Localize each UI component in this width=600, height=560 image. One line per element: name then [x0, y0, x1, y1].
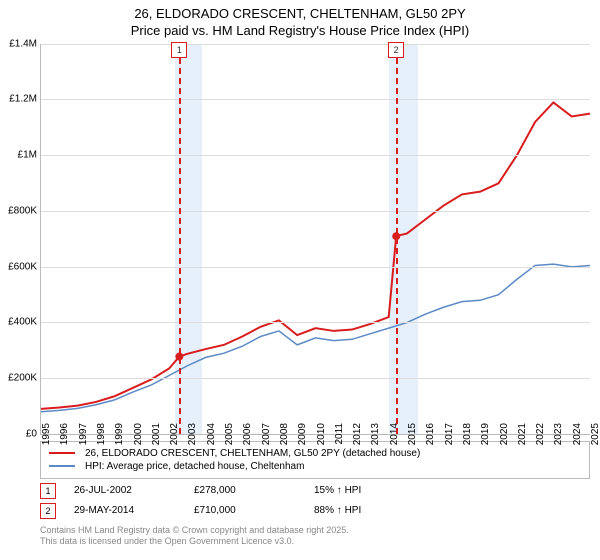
x-axis-label: 2008: [279, 423, 290, 453]
x-axis-label: 2013: [370, 423, 381, 453]
chart-title: 26, ELDORADO CRESCENT, CHELTENHAM, GL50 …: [0, 0, 600, 44]
x-axis-label: 2001: [151, 423, 162, 453]
chart-area: £0£200K£400K£600K£800K£1M£1.2M£1.4M19951…: [40, 44, 590, 435]
title-line1: 26, ELDORADO CRESCENT, CHELTENHAM, GL50 …: [134, 6, 465, 21]
x-axis-label: 1998: [96, 423, 107, 453]
series-hpi: [41, 264, 590, 412]
transaction-date: 29-MAY-2014: [74, 505, 194, 516]
transaction-date: 26-JUL-2002: [74, 485, 194, 496]
x-axis-label: 2005: [224, 423, 235, 453]
sale-marker-line: [179, 58, 181, 434]
gridline: [41, 44, 590, 45]
x-axis-label: 1997: [78, 423, 89, 453]
transaction-delta: 88% ↑ HPI: [314, 505, 434, 516]
sale-marker-line: [396, 58, 398, 434]
y-axis-label: £800K: [1, 205, 37, 216]
x-axis-label: 2019: [480, 423, 491, 453]
y-axis-label: £0: [1, 428, 37, 439]
legend-row: HPI: Average price, detached house, Chel…: [49, 461, 581, 472]
gridline: [41, 267, 590, 268]
x-axis-label: 2020: [499, 423, 510, 453]
x-axis-label: 1999: [114, 423, 125, 453]
x-axis-label: 2009: [297, 423, 308, 453]
footer-line1: Contains HM Land Registry data © Crown c…: [40, 525, 349, 535]
x-axis-label: 2004: [206, 423, 217, 453]
y-axis-label: £1M: [1, 150, 37, 161]
footer-line2: This data is licensed under the Open Gov…: [40, 536, 294, 546]
x-axis-label: 2012: [352, 423, 363, 453]
legend-swatch: [49, 465, 75, 467]
y-axis-label: £400K: [1, 317, 37, 328]
transaction-price: £710,000: [194, 505, 314, 516]
legend-label: HPI: Average price, detached house, Chel…: [85, 461, 304, 472]
y-axis-label: £200K: [1, 373, 37, 384]
y-axis-label: £1.4M: [1, 38, 37, 49]
sale-marker-2: 2: [388, 42, 404, 58]
gridline: [41, 99, 590, 100]
x-axis-label: 2007: [261, 423, 272, 453]
transaction-price: £278,000: [194, 485, 314, 496]
x-axis-label: 2025: [590, 423, 600, 453]
y-axis-label: £1.2M: [1, 94, 37, 105]
transaction-marker: 1: [40, 483, 56, 499]
x-axis-label: 2011: [334, 423, 345, 453]
footer: Contains HM Land Registry data © Crown c…: [40, 525, 590, 548]
chart-svg: [41, 44, 590, 434]
x-axis-label: 2022: [535, 423, 546, 453]
y-axis-label: £600K: [1, 261, 37, 272]
transactions: 1 26-JUL-2002£278,00015% ↑ HPI 2 29-MAY-201…: [0, 483, 600, 519]
x-axis-label: 2021: [517, 423, 528, 453]
transaction-delta: 15% ↑ HPI: [314, 485, 434, 496]
x-axis-label: 1995: [41, 423, 52, 453]
x-axis-label: 2017: [444, 423, 455, 453]
x-axis-label: 2016: [425, 423, 436, 453]
x-axis-label: 2003: [187, 423, 198, 453]
gridline: [41, 378, 590, 379]
gridline: [41, 211, 590, 212]
transaction-row: 2 29-MAY-2014£710,00088% ↑ HPI: [40, 503, 590, 519]
title-line2: Price paid vs. HM Land Registry's House …: [131, 23, 469, 38]
x-axis-label: 2010: [316, 423, 327, 453]
transaction-marker: 2: [40, 503, 56, 519]
gridline: [41, 155, 590, 156]
sale-marker-1: 1: [171, 42, 187, 58]
transaction-row: 1 26-JUL-2002£278,00015% ↑ HPI: [40, 483, 590, 499]
x-axis-label: 2000: [133, 423, 144, 453]
x-axis-label: 2018: [462, 423, 473, 453]
series-property: [41, 102, 590, 408]
x-axis-label: 1996: [59, 423, 70, 453]
x-axis-label: 2015: [407, 423, 418, 453]
x-axis-label: 2006: [242, 423, 253, 453]
gridline: [41, 322, 590, 323]
x-axis-label: 2023: [553, 423, 564, 453]
x-axis-label: 2024: [572, 423, 583, 453]
